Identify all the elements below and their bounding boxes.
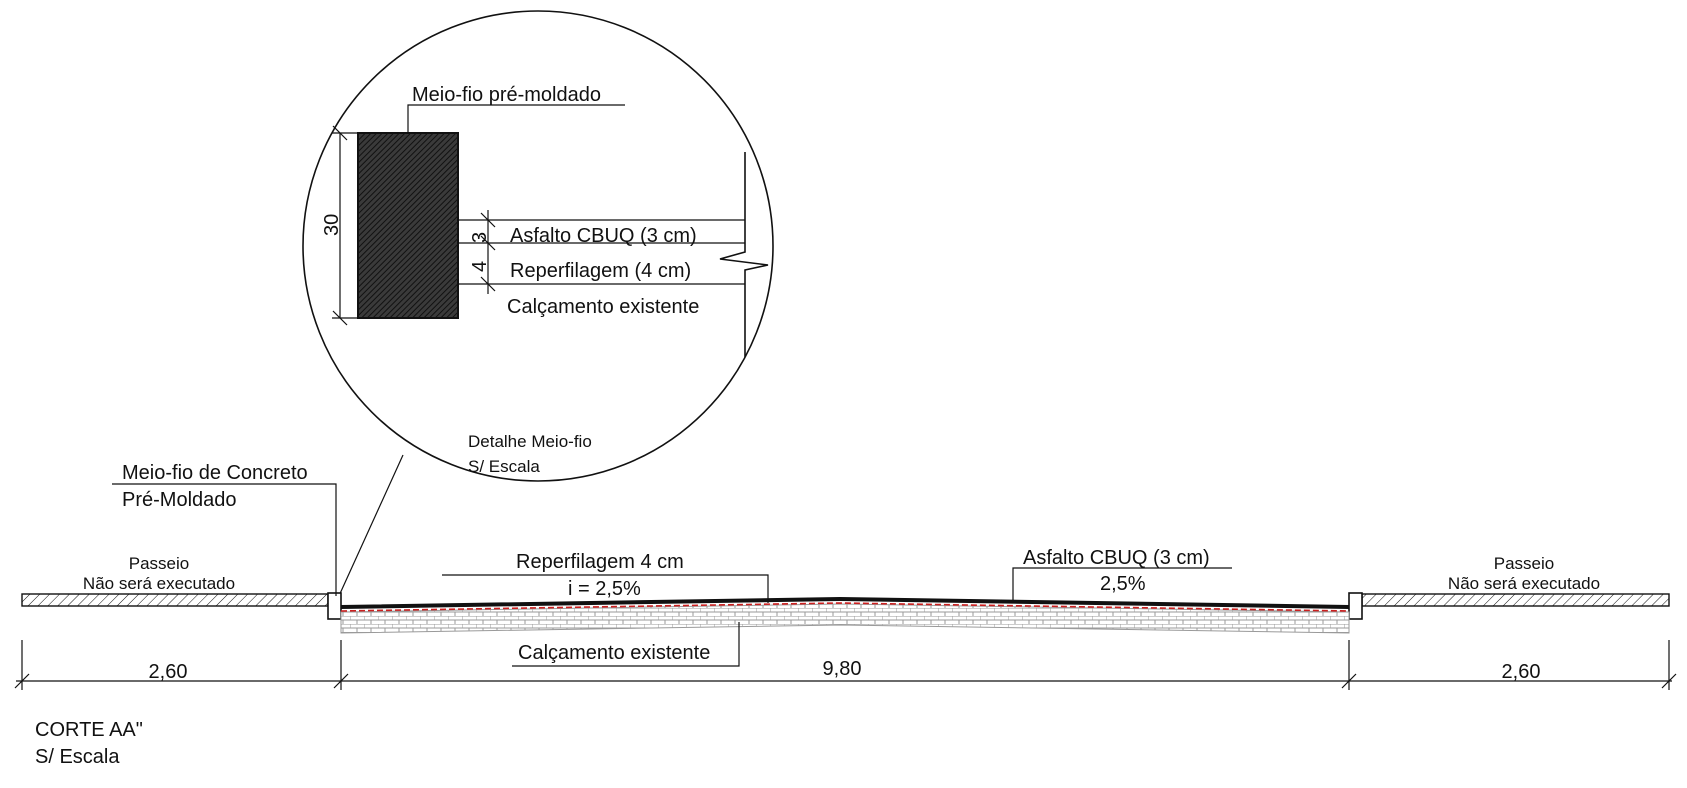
dim-tick-3	[1341, 673, 1357, 689]
dim-height-value: 30	[321, 214, 343, 236]
slope-right-label: 2,5%	[1100, 573, 1146, 595]
asphalt-section-label: Asfalto CBUQ (3 cm)	[1023, 547, 1210, 569]
section-title: CORTE AA"	[35, 719, 143, 741]
reprofile-section-label: Reperfilagem 4 cm	[516, 551, 684, 573]
dim-height-tick-bottom	[332, 310, 348, 326]
dim-layers-tick-2	[480, 235, 496, 251]
existing-callout-line	[512, 622, 740, 667]
dimension-line: 2,60 9,80 2,60	[14, 640, 1677, 690]
reprofile-callout-line	[442, 574, 769, 603]
curb-right	[1348, 592, 1363, 620]
detail-title: Detalhe Meio-fio	[468, 432, 592, 451]
asphalt-detail-label: Asfalto CBUQ (3 cm)	[510, 225, 697, 247]
detail-circle	[302, 10, 774, 482]
dim-layers-tick-3	[480, 276, 496, 292]
asphalt-layer	[341, 597, 1349, 609]
sidewalk-right-label-2: Não será executado	[1448, 574, 1600, 593]
slope-left-label: i = 2,5%	[568, 578, 641, 600]
road-cross-section: Meio-fio de Concreto Pré-Moldado Passeio…	[21, 462, 1670, 667]
curb-left	[327, 592, 342, 620]
existing-section-label: Calçamento existente	[518, 642, 710, 664]
dim-left-value: 2,60	[149, 661, 188, 683]
dim-height-tick-top	[332, 125, 348, 141]
existing-detail-label: Calçamento existente	[507, 296, 699, 318]
curb-callout-line	[407, 104, 625, 133]
curb-section-label-1: Meio-fio de Concreto	[122, 462, 308, 484]
dim-layers-tick-1	[480, 212, 496, 228]
curb-callout-line	[112, 483, 337, 596]
dim-reprofile-value: 4	[469, 261, 491, 272]
break-line	[719, 152, 769, 370]
sidewalk-right	[1361, 593, 1670, 607]
sidewalk-left-label-1: Passeio	[129, 554, 189, 573]
section-scale: S/ Escala	[35, 746, 120, 768]
existing-paving	[340, 603, 1350, 634]
curb-block	[357, 132, 459, 319]
sidewalk-left-label-2: Não será executado	[83, 574, 235, 593]
dim-tick-4	[1661, 673, 1677, 689]
curb-detail-label: Meio-fio pré-moldado	[412, 84, 601, 106]
dim-center-value: 9,80	[823, 658, 862, 680]
detail-scale: S/ Escala	[468, 457, 540, 476]
curb-detail: Meio-fio pré-moldado 30 3 4 Asfalto CBUQ…	[302, 10, 774, 482]
dim-tick-1	[14, 673, 30, 689]
dim-tick-2	[333, 673, 349, 689]
sidewalk-left	[21, 593, 329, 607]
asphalt-callout-line	[1012, 567, 1232, 600]
dim-right-value: 2,60	[1502, 661, 1541, 683]
sidewalk-right-label-1: Passeio	[1494, 554, 1554, 573]
reprofile-layer	[340, 602, 1350, 612]
dim-asphalt-value: 3	[469, 232, 491, 243]
detail-leader-line	[337, 454, 404, 599]
curb-section-label-2: Pré-Moldado	[122, 489, 237, 511]
reprofile-detail-label: Reperfilagem (4 cm)	[510, 260, 691, 282]
